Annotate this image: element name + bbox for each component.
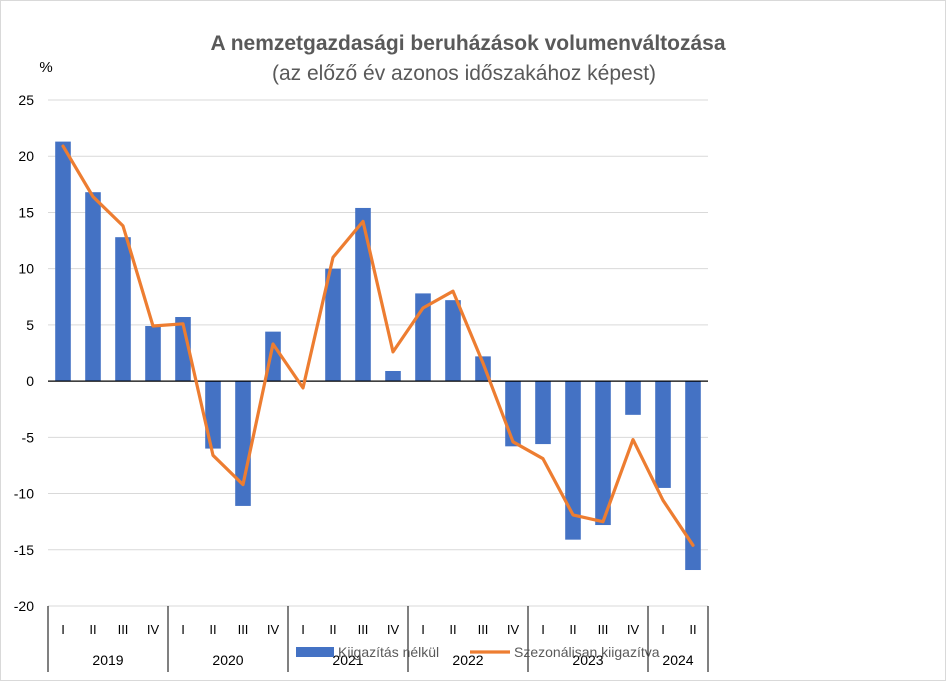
x-tick-label: II (449, 622, 456, 637)
bar (625, 381, 641, 415)
bar (355, 207, 371, 382)
x-tick-label: IV (147, 622, 160, 637)
x-tick-label: III (598, 622, 609, 637)
x-axis: I II III IV I II III IV I II III IV I II III IV I II III IV… (47, 606, 709, 672)
x-group-label: 2024 (662, 652, 693, 668)
chart-subtitle: (az előző év azonos időszakához képest) (272, 62, 656, 85)
x-tick-label: I (421, 622, 425, 637)
x-group-label: 2020 (212, 652, 243, 668)
x-group-label: 2022 (452, 652, 483, 668)
x-tick-label: II (209, 622, 216, 637)
x-tick-label: III (358, 622, 369, 637)
x-tick-label: III (118, 622, 129, 637)
x-tick-label: II (89, 622, 96, 637)
y-tick-label: -15 (14, 542, 34, 558)
line-series-path (61, 144, 695, 547)
bar (535, 381, 551, 445)
x-tick-label: IV (267, 622, 280, 637)
x-tick-label: IV (387, 622, 400, 637)
x-tick-label: IV (507, 622, 520, 637)
x-tick-label: III (478, 622, 489, 637)
x-tick-label: II (329, 622, 336, 637)
y-axis-tick-labels: 25 20 15 10 5 0 -5 -10 -15 -20 (14, 92, 34, 614)
bar (235, 381, 251, 506)
bar (595, 381, 611, 526)
x-group-label: 2023 (572, 652, 603, 668)
legend-swatch-bar (296, 647, 334, 657)
legend: Kiigazítás nélkül Szezonálisan kiigazítva (296, 644, 660, 660)
bar (55, 141, 71, 382)
x-group-label: 2021 (332, 652, 363, 668)
bar (325, 268, 341, 382)
y-tick-label: 20 (18, 148, 34, 164)
bar (385, 370, 401, 382)
x-group-label: 2019 (92, 652, 123, 668)
line-series (61, 144, 695, 547)
x-tick-label: IV (627, 622, 640, 637)
x-tick-label: II (569, 622, 576, 637)
bar (175, 317, 191, 382)
legend-label: Kiigazítás nélkül (338, 644, 439, 660)
y-tick-label: 5 (26, 317, 34, 333)
chart-title: A nemzetgazdasági beruházások volumenvál… (210, 32, 725, 55)
y-tick-label: -20 (14, 598, 34, 614)
bar (505, 381, 521, 447)
y-tick-label: 10 (18, 261, 34, 277)
y-tick-label: 0 (26, 373, 34, 389)
x-tick-label: I (541, 622, 545, 637)
legend-label: Szezonálisan kiigazítva (514, 644, 660, 660)
x-tick-label: I (61, 622, 65, 637)
y-tick-label: -5 (22, 429, 35, 445)
y-tick-label: -10 (14, 486, 34, 502)
bar (445, 300, 461, 382)
bar (85, 192, 101, 382)
x-tick-label: I (181, 622, 185, 637)
x-tick-label: I (661, 622, 665, 637)
bar (115, 237, 131, 382)
bar (655, 381, 671, 488)
bar (145, 326, 161, 382)
y-axis-unit-label: % (39, 59, 52, 76)
x-tick-label: III (238, 622, 249, 637)
y-tick-label: 25 (18, 92, 34, 108)
x-tick-label: II (689, 622, 696, 637)
bar (685, 381, 701, 571)
bar (565, 381, 581, 540)
x-tick-label: I (301, 622, 305, 637)
y-tick-label: 15 (18, 204, 34, 220)
